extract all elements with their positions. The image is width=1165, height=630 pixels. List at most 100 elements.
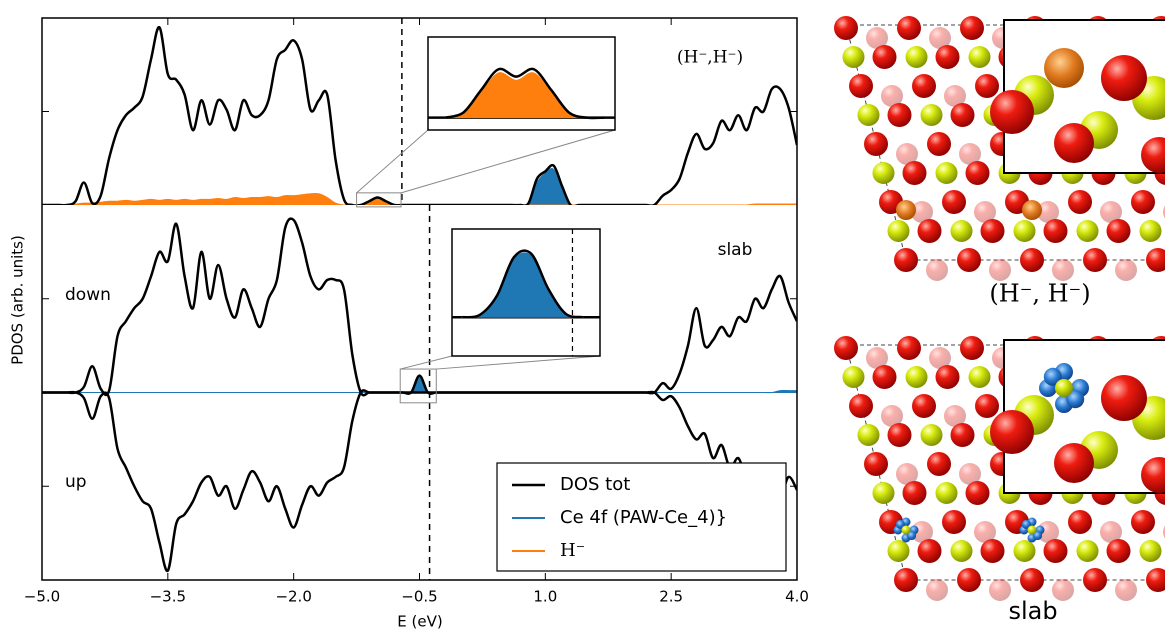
atom: [975, 394, 999, 418]
atom: [896, 463, 918, 485]
atom: [896, 143, 918, 165]
atom: [897, 336, 921, 360]
atom: [842, 366, 865, 388]
atom: [1101, 55, 1147, 101]
atom: [887, 103, 912, 127]
atom: [902, 161, 927, 185]
zoom-connector: [356, 129, 429, 194]
atom: [1013, 540, 1036, 562]
atom: [1146, 248, 1165, 272]
atom: [980, 219, 1005, 243]
zoom-box: [356, 192, 402, 208]
atom: [960, 336, 984, 360]
atom: [1055, 379, 1073, 397]
atom: [1022, 200, 1042, 220]
line: [462, 249, 584, 319]
atom: [974, 521, 996, 543]
atom: [942, 190, 966, 214]
atom: [968, 46, 991, 68]
atom: [1083, 248, 1107, 272]
atom: [1020, 568, 1044, 592]
atom: [1100, 201, 1122, 223]
panel-label: slab: [718, 240, 753, 260]
atom: [927, 452, 951, 476]
atom: [959, 143, 981, 165]
atom: [1139, 220, 1162, 242]
atom: [902, 481, 927, 505]
atom: [1027, 525, 1037, 535]
atom: [896, 200, 916, 220]
atom: [1068, 190, 1092, 214]
x-tick-label: −0.5: [401, 588, 437, 606]
atom: [965, 161, 990, 185]
atom: [990, 90, 1034, 134]
atom: [907, 531, 917, 541]
atom: [935, 482, 958, 504]
atom: [957, 568, 981, 592]
atom: [920, 424, 943, 446]
atom: [950, 423, 975, 447]
atom: [929, 27, 951, 49]
atom: [905, 366, 928, 388]
atom: [1141, 137, 1165, 173]
atom: [872, 45, 897, 69]
atom: [887, 423, 912, 447]
atom: [849, 394, 873, 418]
x-tick-label: 1.0: [533, 588, 557, 606]
atom: [959, 463, 981, 485]
atom: [968, 366, 991, 388]
atom: [1076, 220, 1099, 242]
x-tick-label: −3.5: [150, 588, 186, 606]
atom: [872, 162, 895, 184]
atom: [1013, 220, 1036, 242]
area: [42, 192, 797, 205]
series-annotation: up: [65, 472, 87, 492]
legend-label: Ce 4f (PAW-Ce_4)}: [560, 507, 727, 528]
atom: [864, 452, 888, 476]
atom: [957, 248, 981, 272]
atom: [894, 568, 918, 592]
plot: (H⁻,H⁻) slab down up −5.0 −3.5 −2.0 −0.5 1.0 2.5 4…: [24, 17, 809, 606]
inset-frame: [451, 228, 601, 357]
structure-images: [834, 16, 1165, 601]
atom: [950, 220, 973, 242]
atom: [1139, 540, 1162, 562]
atom: [834, 336, 858, 360]
atom: [905, 46, 928, 68]
atom: [929, 347, 951, 369]
atom: [1106, 539, 1131, 563]
legend-label: H⁻: [560, 540, 585, 561]
atom: [926, 259, 948, 281]
atom: [1066, 390, 1085, 409]
atom: [989, 259, 1011, 281]
atom: [935, 365, 960, 389]
atom: [1033, 531, 1043, 541]
x-axis-label: E (eV): [397, 613, 442, 630]
atom: [887, 220, 910, 242]
atom: [1115, 579, 1137, 601]
atom: [912, 394, 936, 418]
inset-frame: [427, 36, 616, 131]
legend-label: DOS tot: [560, 474, 630, 495]
line: [42, 217, 797, 397]
atom: [989, 579, 1011, 601]
atom: [894, 248, 918, 272]
atom: [887, 540, 910, 562]
line: [42, 389, 797, 572]
atom: [1100, 521, 1122, 543]
atom: [881, 85, 903, 107]
atom: [1146, 568, 1165, 592]
atom: [965, 481, 990, 505]
atom: [872, 365, 897, 389]
atom: [1021, 519, 1031, 529]
atom: [1131, 190, 1155, 214]
atom: [1037, 201, 1059, 223]
atom: [1076, 540, 1099, 562]
y-axis-label: PDOS (arb. units): [9, 235, 27, 365]
atom: [1131, 510, 1155, 534]
atom: [864, 132, 888, 156]
atom: [857, 424, 880, 446]
atom: [857, 104, 880, 126]
atom: [950, 540, 973, 562]
